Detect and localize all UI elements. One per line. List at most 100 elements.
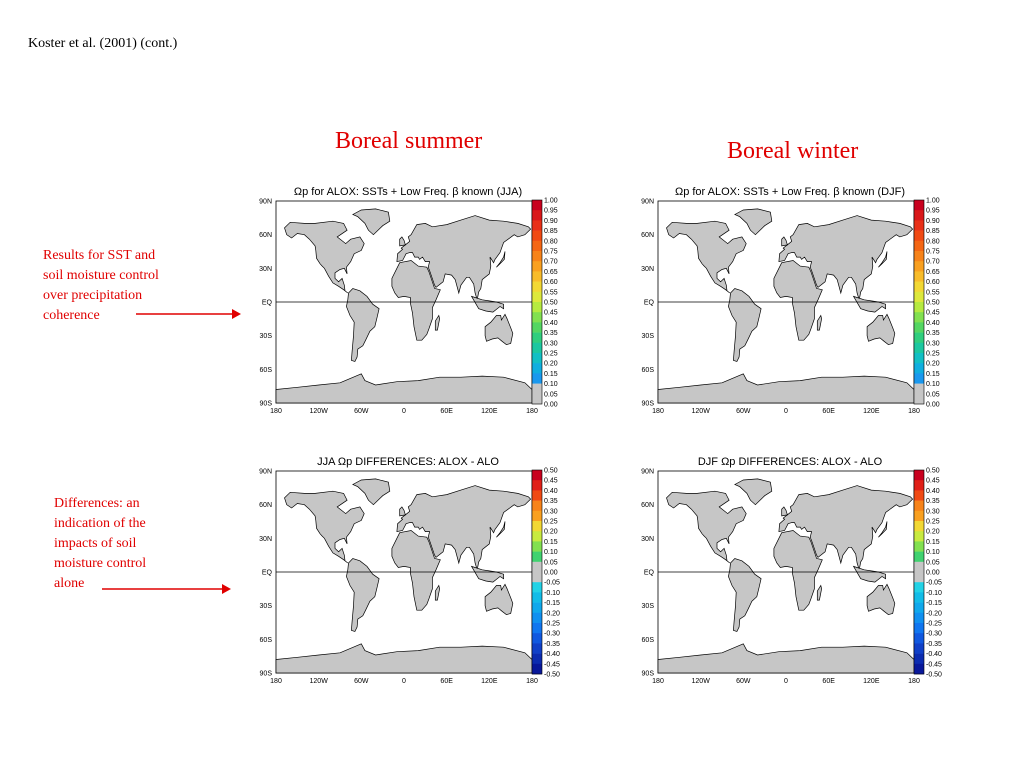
- colorbar-label: 0.50: [544, 300, 558, 307]
- map-panel-djf-differences: DJF Ωp DIFFERENCES: ALOX - ALO 90N 60N 30N E…: [632, 450, 952, 688]
- colorbar-swatch: [914, 490, 924, 501]
- continent-africa: [391, 260, 441, 341]
- colorbar-label: 0.75: [544, 249, 558, 256]
- colorbar-label: 0.05: [926, 559, 940, 566]
- colorbar-swatch: [532, 510, 542, 522]
- map-chart: DJF Ωp DIFFERENCES: ALOX - ALO 90N 60N 30N E…: [641, 456, 942, 685]
- lat-tick-label: 30S: [260, 603, 273, 610]
- colorbar-label: 0.60: [926, 279, 940, 286]
- lat-tick-label: 30N: [259, 536, 272, 543]
- colorbar-swatch: [914, 251, 924, 262]
- colorbar-label: 0.95: [926, 208, 940, 215]
- colorbar-swatch: [532, 353, 542, 364]
- colorbar-swatch: [914, 363, 924, 374]
- lon-tick-label: 180: [908, 408, 920, 415]
- continent-uk: [399, 236, 406, 247]
- note-results-line: soil moisture control: [43, 268, 159, 283]
- colorbar-label: -0.45: [926, 661, 942, 668]
- note-results-line: coherence: [43, 308, 100, 323]
- colorbar-swatch: [914, 582, 924, 593]
- continent-eurasia: [778, 485, 914, 570]
- colorbar-swatch: [914, 393, 924, 405]
- lon-tick-label: 120W: [310, 678, 329, 685]
- colorbar-swatch: [914, 220, 924, 231]
- colorbar-label: 0.95: [544, 208, 558, 215]
- colorbar-swatch: [532, 363, 542, 374]
- lat-tick-label: 90S: [642, 401, 655, 408]
- colorbar-label: -0.10: [926, 590, 942, 597]
- colorbar-swatch: [532, 210, 542, 221]
- lat-tick-label: 60S: [642, 367, 655, 374]
- colorbar-swatch: [532, 332, 542, 344]
- lat-tick-label: 90S: [260, 671, 273, 678]
- colorbar-label: 0.10: [926, 381, 940, 388]
- colorbar-swatch: [914, 653, 924, 665]
- colorbar-label: 0.25: [926, 351, 940, 358]
- colorbar-label: -0.05: [926, 580, 942, 587]
- arrow-differences: [102, 584, 231, 594]
- colorbar-swatch: [532, 393, 542, 405]
- colorbar-label: 0.05: [544, 391, 558, 398]
- panel-title: Ωp for ALOX: SSTs + Low Freq. β known (J…: [294, 186, 522, 198]
- colorbar-swatch: [532, 500, 542, 512]
- colorbar-swatch: [532, 572, 542, 583]
- colorbar-swatch: [532, 200, 542, 211]
- note-results-line: over precipitation: [43, 288, 143, 303]
- colorbar-label: 0.20: [544, 361, 558, 368]
- lat-tick-label: 60N: [259, 232, 272, 239]
- colorbar-label: 0.50: [926, 468, 940, 475]
- continent-madagascar: [816, 314, 822, 331]
- lon-tick-label: 180: [652, 678, 664, 685]
- colorbar-swatch: [914, 200, 924, 211]
- colorbar-label: 0.50: [926, 300, 940, 307]
- colorbar-label: 0.00: [544, 402, 558, 409]
- colorbar-label: 0.05: [544, 559, 558, 566]
- note-differences-line: impacts of soil: [54, 536, 137, 551]
- lat-tick-label: 30S: [642, 333, 655, 340]
- colorbar-swatch: [914, 500, 924, 512]
- colorbar-swatch: [914, 643, 924, 654]
- colorbar-label: 0.60: [544, 279, 558, 286]
- lon-tick-label: 0: [784, 408, 788, 415]
- panel-title: JJA Ωp DIFFERENCES: ALOX - ALO: [317, 456, 499, 468]
- continent-uk: [781, 236, 788, 247]
- continent-madagascar: [434, 584, 440, 601]
- lon-tick-label: 60E: [440, 678, 453, 685]
- note-differences-line: Differences: an: [54, 496, 140, 511]
- colorbar-label: 0.45: [926, 310, 940, 317]
- lat-tick-label: 30S: [642, 603, 655, 610]
- continent-north-america: [666, 220, 747, 294]
- colorbar-swatch: [914, 602, 924, 614]
- colorbar-swatch: [532, 643, 542, 654]
- lat-tick-label: 60N: [641, 502, 654, 509]
- colorbar-swatch: [532, 230, 542, 242]
- lat-tick-label: 60N: [259, 502, 272, 509]
- colorbar-label: 0.35: [544, 498, 558, 505]
- heading-boreal-summer: Boreal summer: [335, 128, 483, 154]
- colorbar-swatch: [532, 612, 542, 624]
- map-panel-jja-differences: JJA Ωp DIFFERENCES: ALOX - ALO 90N 60N 30N E…: [250, 450, 570, 688]
- colorbar-label: 0.90: [544, 218, 558, 225]
- citation: Koster et al. (2001) (cont.): [28, 36, 178, 51]
- continent-greenland: [733, 208, 773, 236]
- colorbar-swatch: [532, 480, 542, 491]
- colorbar-swatch: [532, 281, 542, 293]
- colorbar-label: 0.40: [544, 320, 558, 327]
- colorbar-swatch: [914, 612, 924, 624]
- colorbar-label: 0.30: [544, 340, 558, 347]
- lon-tick-label: 180: [526, 408, 538, 415]
- lat-tick-label: EQ: [262, 570, 273, 577]
- colorbar-label: 0.35: [926, 330, 940, 337]
- continent-indonesia: [470, 295, 504, 313]
- colorbar-label: 0.70: [926, 259, 940, 266]
- colorbar-label: 0.85: [544, 228, 558, 235]
- colorbar-label: 0.45: [544, 310, 558, 317]
- lat-tick-label: 30N: [259, 266, 272, 273]
- lat-tick-label: 90S: [260, 401, 273, 408]
- continent-africa: [391, 530, 441, 611]
- colorbar-swatch: [532, 240, 542, 252]
- colorbar-swatch: [914, 521, 924, 532]
- colorbar-swatch: [914, 322, 924, 333]
- lat-tick-label: 90N: [641, 469, 654, 476]
- colorbar-label: -0.15: [926, 600, 942, 607]
